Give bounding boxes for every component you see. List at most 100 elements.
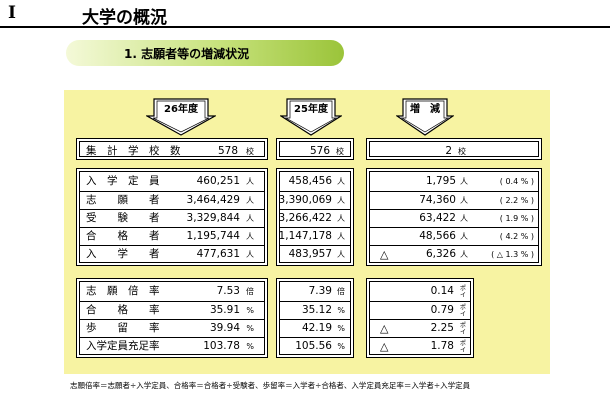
unit: 人 xyxy=(460,196,468,205)
value-diff: 63,422 xyxy=(419,212,456,224)
table-row: 歩 留 率 39.94 % xyxy=(80,319,264,336)
definition-note: 志願倍率＝志願者÷入学定員、合格率＝合格者÷受験者、歩留率＝入学者÷合格者、入学… xyxy=(70,381,471,390)
value-y26: 1,195,744 xyxy=(186,230,240,242)
school-count-y26: 578 xyxy=(217,145,238,157)
row-label: 合 格 率 xyxy=(86,304,160,316)
unit: 人 xyxy=(337,214,345,223)
row-label: 入 学 者 xyxy=(86,248,160,260)
school-count-unit: 校 xyxy=(336,147,344,156)
value-y25: 35.12 xyxy=(301,304,332,316)
rates-box-diff: 0.14 ポイ 0.79 ポイ △ 2.25 ポイ △ 1.78 ポイ xyxy=(366,278,474,358)
unit: % xyxy=(246,342,254,351)
value-diff: 2.25 xyxy=(430,322,454,334)
school-count-label: 集 計 学 校 数 xyxy=(86,145,181,157)
value-diff: 0.79 xyxy=(430,304,454,316)
value-y26: 35.91 xyxy=(209,304,240,316)
unit: 人 xyxy=(460,250,468,259)
row-label: 歩 留 率 xyxy=(86,322,160,334)
column-arrow-y26: 26年度 xyxy=(146,98,216,136)
unit: 人 xyxy=(246,196,254,205)
decrease-mark: △ xyxy=(380,248,389,261)
point-unit: ポイ xyxy=(459,304,466,318)
table-row: 0.14 ポイ xyxy=(370,283,470,300)
column-label-y26: 26年度 xyxy=(164,104,198,115)
unit: 人 xyxy=(246,232,254,241)
column-arrow-y25: 25年度 xyxy=(280,98,342,136)
row-label: 入 学 定 員 xyxy=(86,175,160,187)
table-row: 合 格 者 1,195,744 人 xyxy=(80,227,264,244)
value-diff: 6,326 xyxy=(425,248,456,260)
value-y25: 3,266,422 xyxy=(278,212,332,224)
table-row: 合 格 率 35.91 % xyxy=(80,301,264,318)
point-unit: ポイ xyxy=(459,285,466,299)
counts-box-y25: 458,456 人 3,390,069 人 3,266,422 人 1,147,… xyxy=(276,168,354,266)
row-label: 合 格 者 xyxy=(86,230,160,242)
value-y25: 458,456 xyxy=(288,175,332,187)
table-row: 48,566 人 ( 4.2 % ) xyxy=(370,227,538,244)
table-row: 74,360 人 ( 2.2 % ) xyxy=(370,191,538,208)
table-row: 入 学 定 員 460,251 人 xyxy=(80,173,264,190)
value-y26: 477,631 xyxy=(196,248,240,260)
table-row: 入 学 者 477,631 人 xyxy=(80,245,264,262)
unit: % xyxy=(337,324,345,333)
column-arrow-diff: 増 減 xyxy=(396,98,454,136)
rates-box-y26: 志 願 倍 率 7.53 倍 合 格 率 35.91 % 歩 留 率 39.94… xyxy=(76,278,268,358)
unit: 人 xyxy=(246,250,254,259)
school-count-box-diff: 2 校 xyxy=(366,138,542,160)
value-y26: 3,464,429 xyxy=(186,194,240,206)
table-row: 3,390,069 人 xyxy=(278,191,350,208)
unit: 人 xyxy=(246,214,254,223)
value-y25: 42.19 xyxy=(301,322,332,334)
table-row: △ 6,326 人 ( △ 1.3 % ) xyxy=(370,245,538,262)
row-label: 入学定員充足率 xyxy=(86,340,160,352)
table-row: 483,957 人 xyxy=(280,245,350,262)
table-row: 0.79 ポイ xyxy=(370,301,470,318)
unit: % xyxy=(246,306,254,315)
decrease-mark: △ xyxy=(380,322,389,335)
row-label: 志 願 倍 率 xyxy=(86,285,160,297)
value-y25: 105.56 xyxy=(295,340,332,352)
unit: 人 xyxy=(337,177,345,186)
table-row: △ 2.25 ポイ xyxy=(370,319,470,336)
unit: 人 xyxy=(460,214,468,223)
unit: % xyxy=(337,342,345,351)
school-count-box-y26: 集 計 学 校 数 578 校 xyxy=(76,138,268,160)
value-y26: 7.53 xyxy=(216,285,240,297)
page-heading: I 大学の概況 xyxy=(0,0,610,28)
unit: % xyxy=(246,324,254,333)
table-row: 志 願 者 3,464,429 人 xyxy=(80,191,264,208)
row-label: 志 願 者 xyxy=(86,194,160,206)
table-row: 105.56 % xyxy=(280,337,350,354)
value-y26: 460,251 xyxy=(196,175,240,187)
value-y25: 483,957 xyxy=(288,248,332,260)
table-row: 志 願 倍 率 7.53 倍 xyxy=(80,283,264,300)
school-count-diff: 2 xyxy=(445,145,452,157)
point-unit: ポイ xyxy=(459,340,466,354)
subheading-banner: 1. 志願者等の増減状況 xyxy=(66,40,344,66)
table-row: 42.19 % xyxy=(280,319,350,336)
percent-change: ( 2.2 % ) xyxy=(499,196,534,205)
value-y26: 103.78 xyxy=(203,340,240,352)
table-row: 458,456 人 xyxy=(280,173,350,190)
table-row: △ 1.78 ポイ xyxy=(370,337,470,354)
table-row: 1,795 人 ( 0.4 % ) xyxy=(370,173,538,190)
unit: 倍 xyxy=(246,287,254,296)
page-title: 大学の概況 xyxy=(82,8,167,28)
school-count-y25: 576 xyxy=(309,145,330,157)
value-y26: 3,329,844 xyxy=(186,212,240,224)
table-row: 入学定員充足率 103.78 % xyxy=(80,337,264,354)
value-y26: 39.94 xyxy=(209,322,240,334)
school-count-row: 集 計 学 校 数 578 校 xyxy=(80,143,264,160)
counts-box-diff: 1,795 人 ( 0.4 % ) 74,360 人 ( 2.2 % ) 63,… xyxy=(366,168,542,266)
counts-box-y26: 入 学 定 員 460,251 人 志 願 者 3,464,429 人 受 験 … xyxy=(76,168,268,266)
table-row: 受 験 者 3,329,844 人 xyxy=(80,209,264,226)
percent-change: ( 1.9 % ) xyxy=(499,214,534,223)
percent-change: ( 4.2 % ) xyxy=(499,232,534,241)
school-count-unit: 校 xyxy=(458,147,466,156)
value-y25: 7.39 xyxy=(308,285,332,297)
table-row: 1,147,178 人 xyxy=(279,227,350,244)
value-diff: 48,566 xyxy=(419,230,456,242)
column-label-diff: 増 減 xyxy=(410,104,440,115)
value-y25: 3,390,069 xyxy=(278,194,332,206)
value-diff: 74,360 xyxy=(419,194,456,206)
